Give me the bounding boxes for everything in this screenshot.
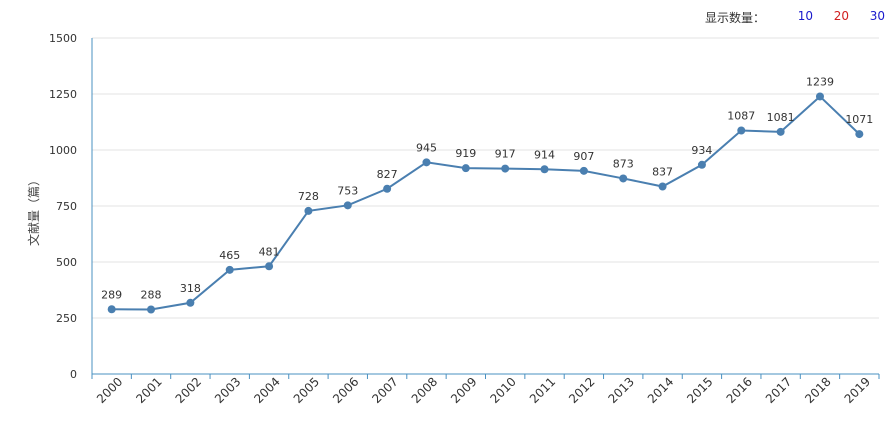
data-label: 728 <box>298 190 319 203</box>
x-tick-labels: 2000 2001 2002 2003 2004 2005 2006 2007 2008 2009… <box>94 375 873 406</box>
data-label: 753 <box>337 184 358 197</box>
x-tick-label: 2018 <box>802 375 833 406</box>
data-point[interactable] <box>737 126 746 135</box>
x-tick-label: 2016 <box>724 375 755 406</box>
x-tick-label: 2008 <box>409 375 440 406</box>
data-label: 919 <box>455 147 476 160</box>
data-point[interactable] <box>619 174 628 183</box>
data-point[interactable] <box>186 298 195 307</box>
x-tick-label: 2002 <box>173 375 204 406</box>
data-point[interactable] <box>658 182 667 191</box>
data-label: 288 <box>141 288 162 301</box>
data-point[interactable] <box>815 92 824 101</box>
x-tick-label: 2014 <box>645 375 676 406</box>
data-point[interactable] <box>383 184 392 193</box>
data-points <box>107 92 864 314</box>
data-label: 481 <box>259 245 280 258</box>
y-tick-label: 1250 <box>49 88 77 101</box>
data-point[interactable] <box>776 127 785 136</box>
grid-lines <box>92 37 879 319</box>
x-tick-label: 2011 <box>527 375 558 406</box>
y-tick-label: 750 <box>56 200 77 213</box>
data-label: 465 <box>219 249 240 262</box>
data-point[interactable] <box>304 206 313 215</box>
axes <box>91 38 880 379</box>
data-label: 914 <box>534 148 555 161</box>
data-label: 1239 <box>806 75 834 88</box>
data-labels: 289 288 318 465 481 728 753 827 945 919 917 914 907 8… <box>101 75 873 301</box>
x-tick-label: 2007 <box>369 375 400 406</box>
x-tick-label: 2001 <box>133 375 164 406</box>
x-tick-label: 2003 <box>212 375 243 406</box>
count-option-30[interactable]: 30 <box>869 9 885 23</box>
y-axis-label: 文献量（篇） <box>26 174 41 246</box>
x-tick-label: 2015 <box>684 375 715 406</box>
y-tick-label: 250 <box>56 312 77 325</box>
data-point[interactable] <box>343 201 352 210</box>
x-tick-label: 2019 <box>842 375 873 406</box>
x-tick-label: 2010 <box>487 375 518 406</box>
data-label: 945 <box>416 141 437 154</box>
x-tick-label: 2000 <box>94 375 125 406</box>
data-point[interactable] <box>461 164 470 173</box>
y-tick-label: 1500 <box>49 32 77 45</box>
x-tick-label: 2004 <box>251 375 282 406</box>
x-tick-label: 2005 <box>291 375 322 406</box>
y-tick-labels: 0 250 500 750 1000 1250 1500 <box>49 32 77 381</box>
y-tick-label: 500 <box>56 256 77 269</box>
data-point[interactable] <box>265 262 274 271</box>
data-label: 289 <box>101 288 122 301</box>
data-label: 827 <box>377 168 398 181</box>
series-line <box>111 95 861 311</box>
count-option-10[interactable]: 10 <box>797 9 813 23</box>
y-tick-label: 1000 <box>49 144 77 157</box>
data-point[interactable] <box>422 158 431 167</box>
y-tick-label: 0 <box>70 368 77 381</box>
data-point[interactable] <box>501 164 510 173</box>
x-tick-label: 2012 <box>566 375 597 406</box>
data-label: 837 <box>652 166 673 179</box>
data-point[interactable] <box>147 305 156 314</box>
x-tick-label: 2017 <box>763 375 794 406</box>
count-option-20[interactable]: 20 <box>833 9 849 23</box>
data-label: 873 <box>613 157 634 170</box>
display-count-control: 显示数量： 10 20 30 <box>705 9 885 26</box>
data-label: 1087 <box>727 110 755 123</box>
display-count-label: 显示数量： <box>704 11 765 25</box>
data-point[interactable] <box>107 305 116 314</box>
data-label: 907 <box>573 150 594 163</box>
data-label: 1081 <box>767 111 795 124</box>
data-label: 917 <box>495 148 516 161</box>
data-point[interactable] <box>855 130 864 139</box>
data-point[interactable] <box>579 166 588 175</box>
x-tick-label: 2013 <box>606 375 637 406</box>
data-label: 1071 <box>845 113 873 126</box>
data-point[interactable] <box>697 160 706 169</box>
data-label: 318 <box>180 282 201 295</box>
data-point[interactable] <box>225 265 234 274</box>
data-point[interactable] <box>540 165 549 174</box>
x-tick-label: 2006 <box>330 375 361 406</box>
x-tick-label: 2009 <box>448 375 479 406</box>
data-label: 934 <box>691 144 712 157</box>
